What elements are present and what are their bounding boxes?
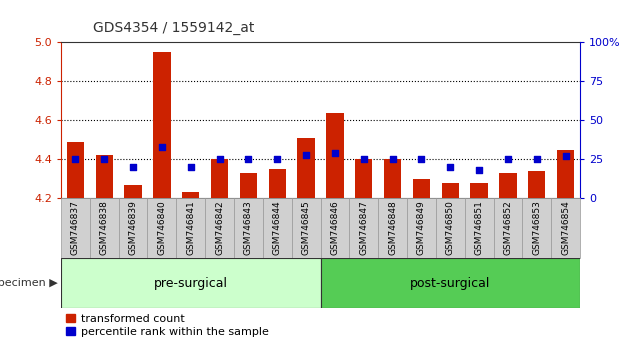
Bar <box>124 185 142 198</box>
Text: GSM746843: GSM746843 <box>244 200 253 255</box>
Point <box>359 156 369 162</box>
Text: GSM746840: GSM746840 <box>157 200 167 255</box>
FancyBboxPatch shape <box>349 198 378 258</box>
Bar <box>442 183 459 198</box>
Point <box>99 156 109 162</box>
Point <box>272 156 283 162</box>
Bar <box>297 138 315 198</box>
Text: GSM746847: GSM746847 <box>359 200 369 255</box>
Text: GSM746839: GSM746839 <box>128 200 138 255</box>
FancyBboxPatch shape <box>119 198 147 258</box>
Text: GSM746841: GSM746841 <box>186 200 196 255</box>
Text: GDS4354 / 1559142_at: GDS4354 / 1559142_at <box>93 21 254 35</box>
Text: GSM746838: GSM746838 <box>99 200 109 255</box>
Bar <box>355 159 372 198</box>
Text: GSM746850: GSM746850 <box>445 200 455 255</box>
Bar <box>528 171 545 198</box>
Bar <box>67 142 84 198</box>
Point <box>445 164 455 170</box>
FancyBboxPatch shape <box>436 198 465 258</box>
Bar <box>182 192 199 198</box>
Text: GSM746837: GSM746837 <box>71 200 80 255</box>
Bar <box>269 169 286 198</box>
Bar <box>384 159 401 198</box>
Point <box>301 152 312 158</box>
FancyBboxPatch shape <box>90 198 119 258</box>
Point <box>71 156 81 162</box>
Point <box>474 167 485 173</box>
FancyBboxPatch shape <box>320 258 580 308</box>
FancyBboxPatch shape <box>551 198 580 258</box>
Point <box>157 144 167 150</box>
FancyBboxPatch shape <box>61 258 320 308</box>
Point <box>330 150 340 156</box>
Point <box>417 156 427 162</box>
FancyBboxPatch shape <box>176 198 205 258</box>
FancyBboxPatch shape <box>147 198 176 258</box>
Text: post-surgical: post-surgical <box>410 277 490 290</box>
FancyBboxPatch shape <box>234 198 263 258</box>
Point <box>503 156 513 162</box>
Point <box>128 164 138 170</box>
Text: pre-surgical: pre-surgical <box>154 277 228 290</box>
Bar <box>470 183 488 198</box>
FancyBboxPatch shape <box>263 198 292 258</box>
FancyBboxPatch shape <box>465 198 494 258</box>
Text: GSM746854: GSM746854 <box>561 200 570 255</box>
Bar <box>557 149 574 198</box>
Point <box>244 156 254 162</box>
Point <box>560 153 571 159</box>
Text: GSM746844: GSM746844 <box>272 200 282 255</box>
Text: specimen ▶: specimen ▶ <box>0 278 58 288</box>
Text: GSM746842: GSM746842 <box>215 200 224 255</box>
Bar <box>413 179 430 198</box>
FancyBboxPatch shape <box>292 198 320 258</box>
Bar <box>153 52 171 198</box>
Text: GSM746845: GSM746845 <box>301 200 311 255</box>
FancyBboxPatch shape <box>494 198 522 258</box>
Point <box>387 156 397 162</box>
FancyBboxPatch shape <box>205 198 234 258</box>
Text: GSM746851: GSM746851 <box>474 200 484 255</box>
FancyBboxPatch shape <box>522 198 551 258</box>
Point <box>532 156 542 162</box>
Point <box>186 164 196 170</box>
Bar <box>96 155 113 198</box>
FancyBboxPatch shape <box>320 198 349 258</box>
FancyBboxPatch shape <box>407 198 436 258</box>
Bar <box>499 173 517 198</box>
Bar <box>326 113 344 198</box>
Legend: transformed count, percentile rank within the sample: transformed count, percentile rank withi… <box>67 314 269 337</box>
Point <box>214 156 225 162</box>
Text: GSM746849: GSM746849 <box>417 200 426 255</box>
Bar <box>211 159 228 198</box>
Text: GSM746853: GSM746853 <box>532 200 542 255</box>
Bar <box>240 173 257 198</box>
FancyBboxPatch shape <box>61 198 90 258</box>
FancyBboxPatch shape <box>378 198 407 258</box>
Text: GSM746848: GSM746848 <box>388 200 397 255</box>
Text: GSM746846: GSM746846 <box>330 200 340 255</box>
Text: GSM746852: GSM746852 <box>503 200 513 255</box>
